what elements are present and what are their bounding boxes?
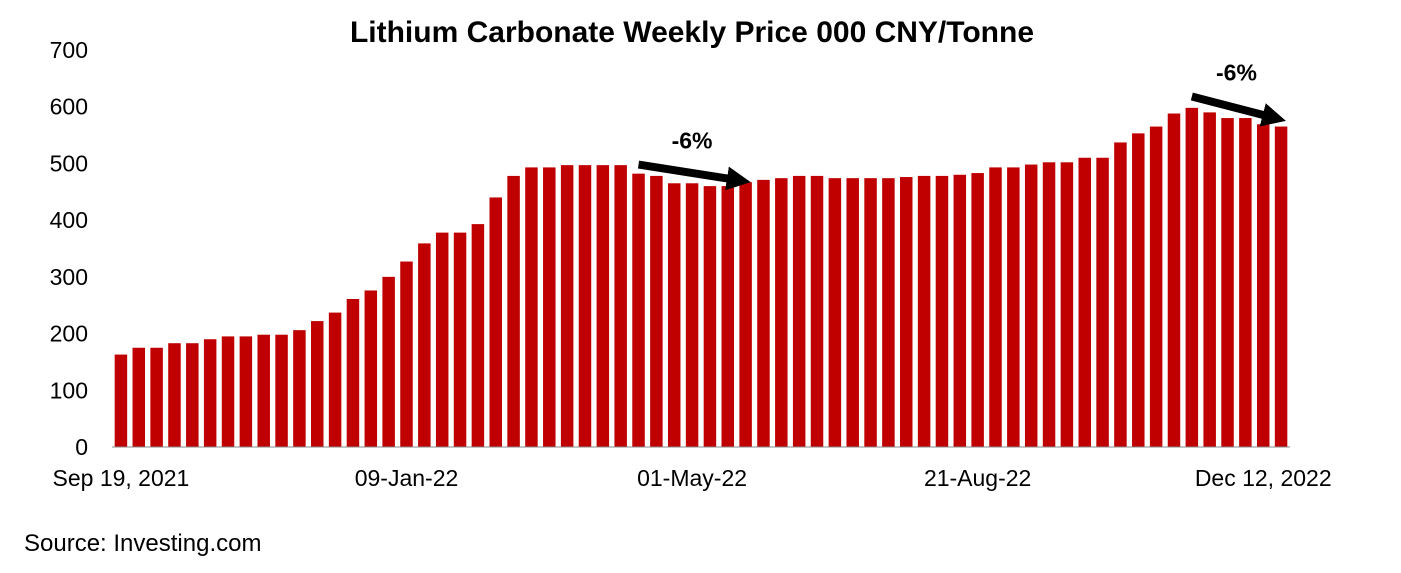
bar-series	[114, 107, 1288, 448]
y-tick-label: 600	[50, 94, 88, 120]
bar	[703, 186, 717, 448]
bar	[900, 177, 913, 448]
chart-title: Lithium Carbonate Weekly Price 000 CNY/T…	[350, 16, 1034, 49]
annotation-arrow	[1190, 92, 1286, 127]
x-axis: Sep 19, 2021 09-Jan-22 01-May-22 21-Aug-22 D…	[53, 446, 1332, 491]
bar	[507, 175, 520, 447]
y-tick-label: 100	[50, 377, 88, 403]
bar	[917, 175, 931, 447]
y-tick-label: 0	[75, 434, 88, 460]
bar	[1042, 162, 1056, 448]
bar	[221, 336, 235, 447]
bar-chart: Lithium Carbonate Weekly Price 000 CNY/T…	[50, 16, 1332, 491]
bar	[792, 175, 806, 447]
bar	[203, 339, 217, 447]
bar	[1203, 112, 1216, 447]
bar	[757, 179, 770, 447]
bar	[810, 175, 824, 447]
bar	[989, 167, 1002, 447]
bar	[168, 343, 181, 447]
bar	[525, 167, 538, 447]
bar	[453, 232, 467, 447]
y-tick-label: 400	[50, 207, 88, 233]
x-tick-label: 09-Jan-22	[355, 465, 459, 491]
bar	[1096, 157, 1109, 447]
x-tick-label: 01-May-22	[637, 465, 747, 491]
bar	[632, 173, 645, 447]
x-tick-label: 21-Aug-22	[924, 465, 1031, 491]
bar	[346, 298, 360, 447]
bar	[1007, 167, 1020, 447]
bar	[489, 197, 502, 447]
y-tick-label: 300	[50, 264, 88, 290]
bar	[1239, 118, 1252, 447]
bar	[560, 165, 574, 447]
bar	[650, 175, 663, 447]
bar	[614, 165, 627, 447]
bar	[1114, 142, 1127, 447]
bar	[543, 167, 556, 447]
bar	[739, 182, 752, 447]
bar	[418, 243, 431, 447]
y-tick-label: 700	[50, 37, 88, 63]
bar	[257, 334, 270, 447]
annotation-label: -6%	[672, 128, 713, 154]
bar	[1256, 124, 1270, 448]
bar	[1078, 157, 1091, 447]
bar	[935, 175, 949, 447]
bar	[1221, 118, 1234, 447]
bar	[275, 334, 288, 447]
bar	[239, 336, 253, 447]
bar	[1185, 107, 1199, 447]
bar	[114, 354, 128, 447]
bar	[721, 186, 735, 448]
bar	[311, 321, 324, 447]
bar	[846, 178, 859, 448]
bar	[667, 183, 681, 447]
bar	[1274, 126, 1288, 447]
annotation-label: -6%	[1216, 60, 1257, 86]
y-tick-label: 500	[50, 150, 88, 176]
bar	[382, 276, 395, 447]
bar	[132, 347, 146, 447]
bar	[150, 347, 163, 447]
bar	[953, 174, 967, 447]
bar	[435, 232, 449, 447]
bar	[1149, 126, 1163, 447]
bar	[1024, 164, 1038, 447]
bar	[596, 165, 610, 447]
bar	[1167, 113, 1181, 448]
bar	[364, 290, 378, 447]
bar	[1132, 133, 1145, 447]
bar	[400, 261, 413, 447]
bar	[578, 165, 592, 447]
source-note: Source: Investing.com	[24, 530, 262, 557]
bar	[882, 178, 895, 448]
bar	[293, 330, 306, 447]
bar	[864, 178, 877, 448]
bar	[971, 173, 984, 447]
y-tick-label: 200	[50, 321, 88, 347]
bar	[775, 178, 788, 448]
x-tick-label: Sep 19, 2021	[53, 465, 190, 491]
bar	[828, 178, 842, 448]
bar	[685, 183, 699, 447]
annotation-arrow	[637, 160, 751, 191]
bar	[328, 312, 342, 447]
bar	[186, 343, 199, 447]
bar	[1060, 162, 1074, 448]
x-tick-label: Dec 12, 2022	[1195, 465, 1332, 491]
y-axis: 0 100 200 300 400 500 600 700	[50, 37, 88, 460]
bar	[471, 224, 485, 447]
annotations: -6% -6%	[637, 60, 1286, 191]
